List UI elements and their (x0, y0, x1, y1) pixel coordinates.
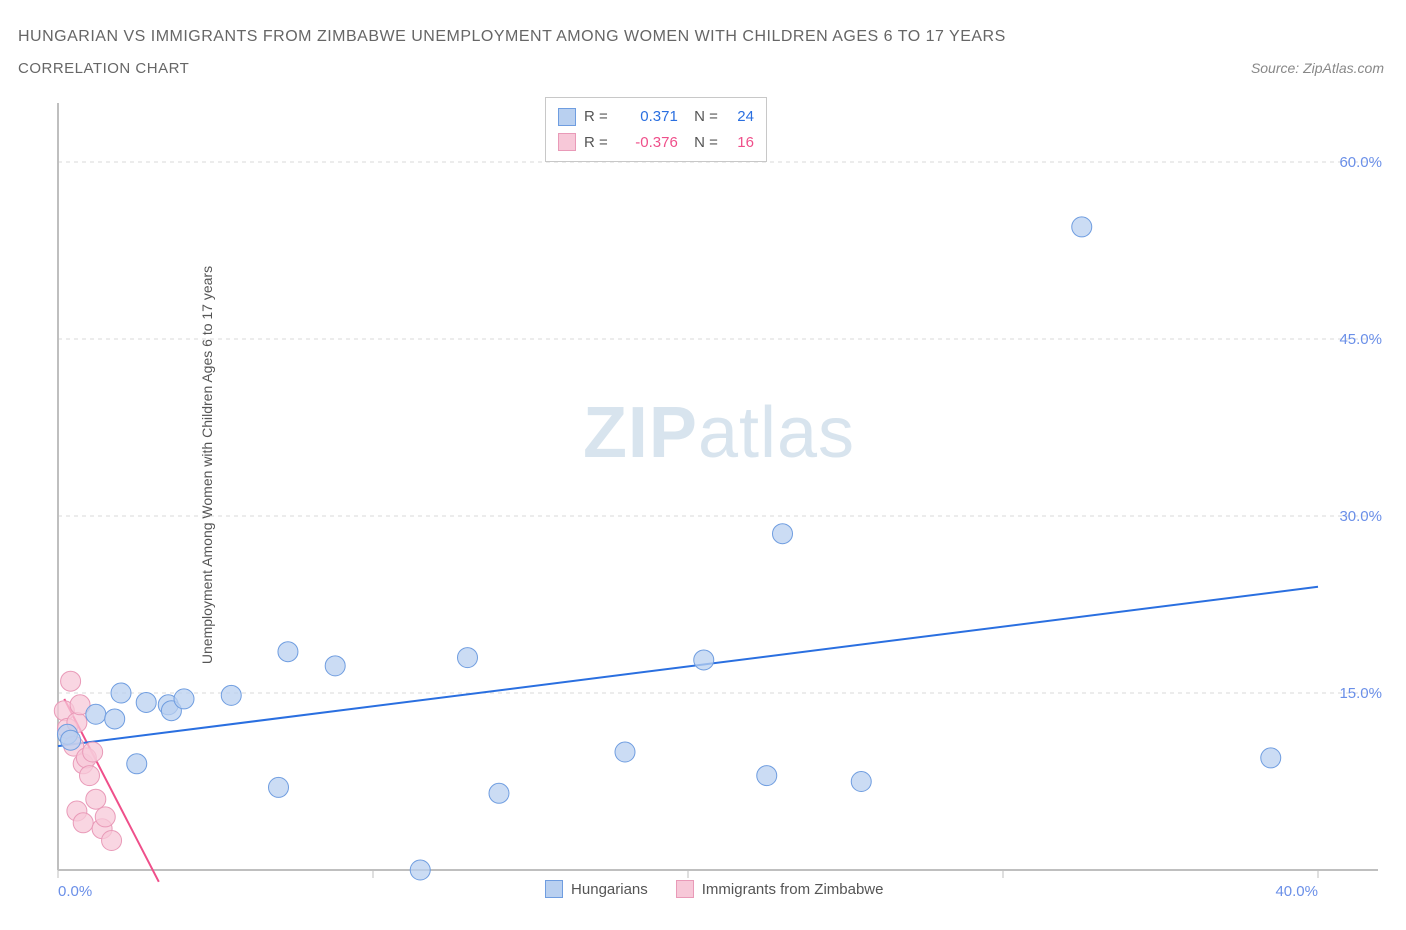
data-point (489, 783, 509, 803)
data-point (1261, 748, 1281, 768)
data-point (278, 642, 298, 662)
data-point (174, 689, 194, 709)
swatch-blue-icon (545, 880, 563, 898)
bottom-legend: Hungarians Immigrants from Zimbabwe (545, 880, 883, 898)
chart-subtitle: CORRELATION CHART (18, 60, 189, 77)
data-point (325, 656, 345, 676)
legend-label-pink: Immigrants from Zimbabwe (702, 881, 884, 898)
swatch-pink-icon (558, 133, 576, 151)
data-point (127, 754, 147, 774)
y-tick-label: 60.0% (1339, 154, 1382, 171)
swatch-pink-icon (676, 880, 694, 898)
data-point (757, 766, 777, 786)
data-point (105, 709, 125, 729)
data-point (61, 671, 81, 691)
data-point (61, 730, 81, 750)
data-point (851, 772, 871, 792)
data-point (1072, 217, 1092, 237)
x-tick-label: 0.0% (58, 883, 92, 900)
legend-label-blue: Hungarians (571, 881, 648, 898)
stat-n-pink: 16 (726, 130, 754, 156)
data-point (773, 524, 793, 544)
source-label: Source: ZipAtlas.com (1251, 60, 1384, 76)
data-point (86, 704, 106, 724)
stat-n-label: N = (686, 104, 718, 130)
data-point (86, 789, 106, 809)
legend-item-pink: Immigrants from Zimbabwe (676, 880, 884, 898)
stat-r-pink: -0.376 (616, 130, 678, 156)
data-point (410, 860, 430, 880)
data-point (102, 831, 122, 851)
data-point (73, 813, 93, 833)
scatter-plot: 15.0% 30.0% 45.0% 60.0% 0.0% 40.0% (50, 95, 1388, 900)
stat-r-blue: 0.371 (616, 104, 678, 130)
data-point (111, 683, 131, 703)
y-tick-label: 45.0% (1339, 331, 1382, 348)
data-point (83, 742, 103, 762)
data-point (80, 766, 100, 786)
correlation-stats-box: R = 0.371 N = 24 R = -0.376 N = 16 (545, 97, 767, 162)
data-point (136, 692, 156, 712)
swatch-blue-icon (558, 108, 576, 126)
data-point (95, 807, 115, 827)
chart-title: HUNGARIAN VS IMMIGRANTS FROM ZIMBABWE UN… (18, 28, 1006, 46)
data-point (615, 742, 635, 762)
y-tick-label: 30.0% (1339, 508, 1382, 525)
x-tick-label: 40.0% (1275, 883, 1318, 900)
chart-area: 15.0%30.0%45.0%60.0%0.0%40.0% ZIPatlas R… (50, 95, 1388, 900)
data-point (458, 648, 478, 668)
stat-row-blue: R = 0.371 N = 24 (558, 104, 754, 130)
data-point (269, 777, 289, 797)
y-tick-label: 15.0% (1339, 685, 1382, 702)
stat-r-label: R = (584, 130, 608, 156)
data-point (694, 650, 714, 670)
stat-n-label: N = (686, 130, 718, 156)
legend-item-blue: Hungarians (545, 880, 648, 898)
data-point (221, 685, 241, 705)
stat-n-blue: 24 (726, 104, 754, 130)
stat-row-pink: R = -0.376 N = 16 (558, 130, 754, 156)
stat-r-label: R = (584, 104, 608, 130)
